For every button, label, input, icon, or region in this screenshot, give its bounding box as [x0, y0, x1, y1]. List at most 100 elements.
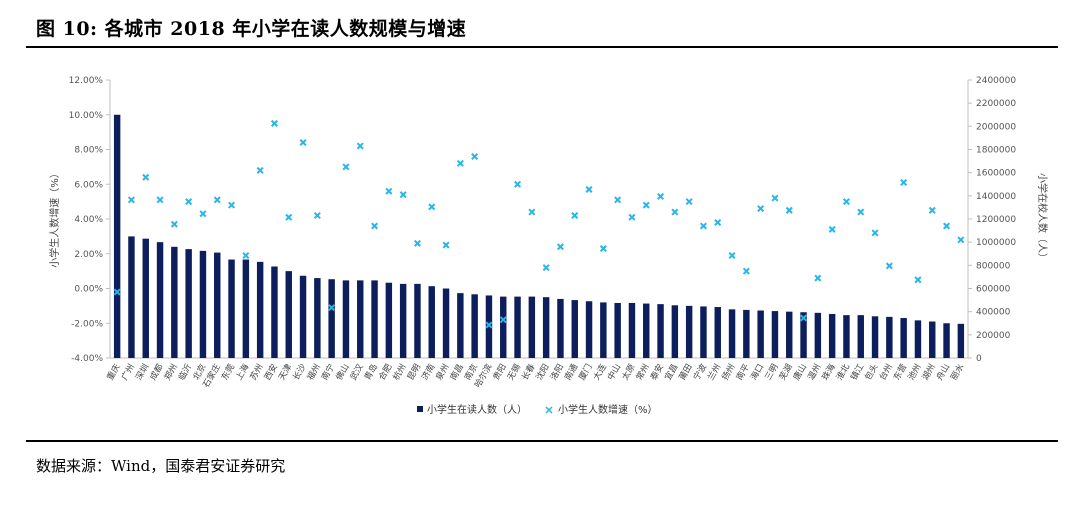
bar [685, 305, 693, 358]
bar [542, 297, 550, 358]
growth-marker [585, 185, 593, 193]
bar [585, 301, 593, 358]
right-tick-label: 400000 [976, 308, 1011, 318]
left-tick-label: 6.00% [74, 180, 103, 190]
category-label: 南通 [562, 362, 580, 383]
growth-marker [385, 187, 393, 195]
category-label: 东莞 [219, 362, 237, 383]
growth-marker [814, 274, 822, 282]
bar [514, 296, 521, 358]
growth-marker [900, 179, 908, 187]
growth-marker [757, 205, 765, 213]
growth-marker [399, 191, 407, 199]
right-tick-label: 200000 [976, 331, 1011, 341]
bar [428, 286, 435, 358]
category-label: 珠海 [820, 362, 838, 383]
growth-marker [514, 180, 522, 188]
right-tick-label: 2400000 [976, 76, 1016, 86]
growth-marker [170, 220, 178, 228]
bar [228, 259, 235, 358]
right-tick-label: 2200000 [976, 99, 1016, 109]
legend-bar-label: 小学生在读人数（人） [427, 403, 527, 416]
bar [471, 294, 478, 358]
growth-marker [270, 119, 278, 127]
bar [800, 312, 807, 358]
category-label: 郑州 [162, 362, 180, 382]
bar [457, 293, 464, 358]
left-tick-label: 10.00% [69, 111, 104, 121]
category-label: 湖州 [921, 363, 938, 383]
bar [371, 280, 378, 358]
left-axis-label: 小学生人数增速（%） [48, 168, 61, 268]
bar [828, 313, 836, 358]
growth-marker [871, 229, 879, 237]
category-label: 昆明 [406, 363, 423, 383]
right-axis-label: 小学在校人数（人） [1036, 173, 1049, 263]
bar [142, 238, 149, 358]
growth-marker [785, 206, 793, 214]
bar [628, 302, 636, 358]
bar [299, 275, 307, 358]
category-label: 长沙 [291, 362, 309, 383]
category-label: 舟山 [934, 362, 952, 382]
growth-marker [113, 288, 121, 296]
growth-marker [599, 245, 607, 253]
bar [571, 300, 578, 358]
bar [771, 311, 779, 358]
category-label: 宁波 [691, 362, 709, 383]
growth-marker [213, 196, 221, 204]
growth-marker [485, 321, 493, 329]
category-label: 太原 [620, 362, 638, 382]
growth-marker [285, 213, 293, 221]
category-label: 海口 [748, 362, 766, 382]
left-tick-label: 4.00% [74, 215, 103, 225]
bar [914, 320, 922, 358]
right-tick-label: 0 [976, 354, 982, 364]
category-label: 泰安 [648, 362, 666, 382]
bar [743, 309, 750, 358]
bar [929, 321, 936, 358]
bar [399, 283, 407, 358]
bar [528, 296, 536, 358]
left-tick-label: 12.00% [69, 76, 104, 86]
legend-bar-swatch [417, 406, 423, 412]
bar [843, 315, 850, 358]
growth-marker [671, 208, 679, 216]
category-label: 沈阳 [534, 362, 552, 382]
category-label: 镇江 [848, 362, 866, 383]
source-note: 数据来源：Wind，国泰君安证券研究 [36, 457, 286, 475]
category-label: 泉州 [434, 362, 452, 382]
growth-marker [885, 262, 893, 270]
growth-marker [628, 213, 636, 221]
category-label: 南宁 [319, 362, 337, 382]
category-label: 武汉 [348, 362, 366, 383]
growth-marker [328, 304, 336, 312]
category-label: 天津 [276, 362, 294, 383]
category-label: 重庆 [105, 362, 123, 383]
right-tick-label: 1400000 [976, 192, 1016, 202]
growth-marker [242, 251, 250, 259]
category-label: 临沂 [176, 362, 194, 383]
growth-marker [313, 212, 321, 220]
left-tick-label: -4.00% [71, 354, 103, 364]
growth-marker [542, 264, 550, 272]
left-tick-label: 8.00% [74, 146, 103, 156]
bar [700, 306, 707, 358]
category-label: 东营 [891, 362, 909, 382]
bar [786, 311, 793, 358]
growth-marker [685, 198, 693, 206]
category-label: 贵阳 [491, 362, 509, 382]
bar [185, 249, 192, 358]
category-label: 长春 [519, 362, 537, 383]
bar [957, 323, 965, 358]
category-label: 洛阳 [548, 362, 566, 382]
category-label: 宜昌 [662, 362, 680, 382]
growth-marker [943, 222, 951, 230]
right-tick-label: 2000000 [976, 122, 1016, 132]
category-label: 南昌 [448, 362, 466, 382]
bar [171, 246, 178, 358]
bar [886, 316, 893, 358]
category-label: 莆田 [677, 362, 695, 382]
growth-marker [428, 203, 436, 211]
category-label: 青岛 [362, 362, 380, 382]
